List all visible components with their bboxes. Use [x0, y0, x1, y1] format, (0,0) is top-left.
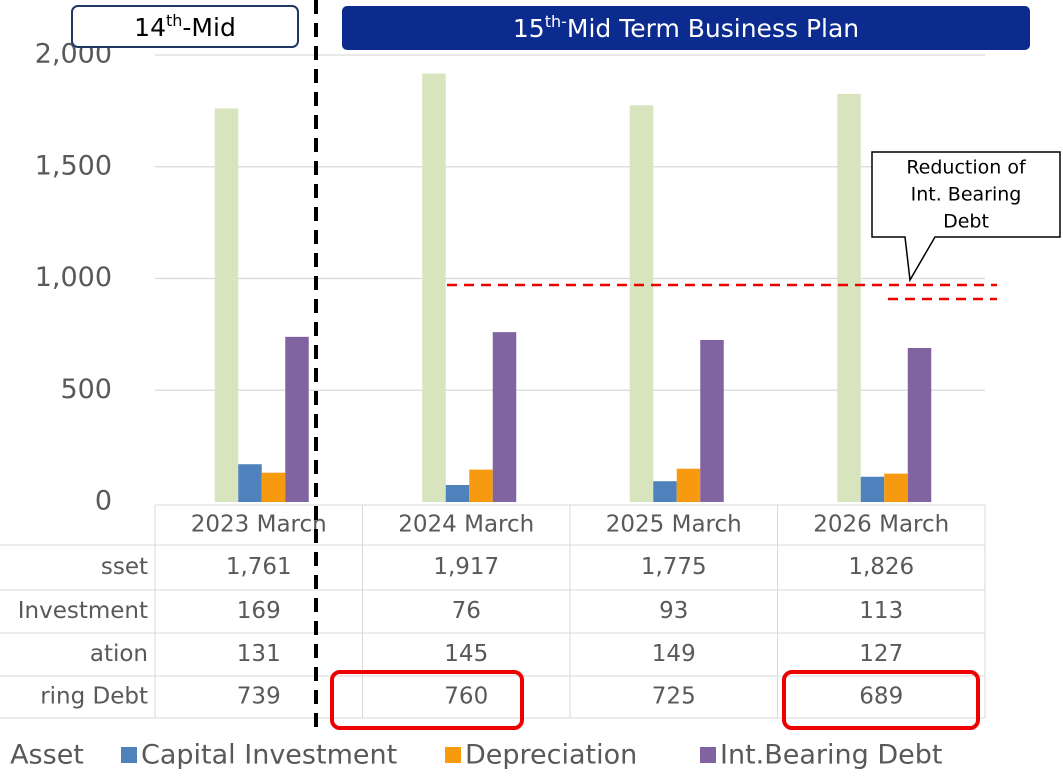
bar — [860, 476, 885, 502]
bar — [700, 339, 724, 502]
callout-text: Int. Bearing — [911, 184, 1022, 206]
bar — [238, 464, 262, 502]
text: th — [166, 11, 182, 30]
text: 15 — [513, 14, 545, 43]
period-label: 14th-Mid — [134, 11, 236, 43]
table-value: 93 — [659, 598, 688, 624]
x-tick-label: 2023 March — [191, 512, 327, 538]
bar — [676, 468, 701, 502]
table-value: 149 — [652, 641, 696, 667]
legend-label: Capital Investment — [141, 740, 397, 771]
bar — [445, 485, 470, 502]
bar — [261, 472, 286, 502]
bar — [285, 336, 309, 502]
period-box — [342, 6, 1030, 50]
bar — [492, 332, 517, 502]
period-box — [71, 5, 299, 48]
callout-text: Debt — [943, 211, 989, 233]
bar — [469, 469, 493, 502]
bar — [884, 473, 908, 502]
period-label: 15th-Mid Term Business Plan — [513, 12, 859, 44]
bar — [629, 105, 654, 502]
table-value: 1,826 — [848, 554, 914, 580]
y-tick-label: 1,500 — [35, 150, 112, 181]
legend-swatch — [121, 747, 137, 763]
table-value: 127 — [859, 641, 903, 667]
table-row-label: Investment — [18, 598, 148, 624]
bar — [653, 481, 677, 502]
table-value: 1,775 — [641, 554, 707, 580]
text: -Mid — [182, 13, 235, 42]
text: Mid Term Business Plan — [567, 14, 859, 43]
callout-box — [871, 151, 1061, 283]
x-tick-label: 2024 March — [398, 512, 534, 538]
legend-swatch — [700, 747, 716, 763]
bar — [422, 73, 446, 502]
bar — [907, 348, 932, 502]
text: th- — [545, 12, 567, 31]
x-tick-label: 2026 March — [813, 512, 949, 538]
table-value: 1,761 — [226, 554, 292, 580]
table-row-label: sset — [101, 554, 148, 580]
bar — [214, 108, 239, 502]
highlight-box — [782, 670, 980, 730]
table-value: 113 — [859, 598, 903, 624]
legend-label: Int.Bearing Debt — [720, 740, 943, 771]
legend-label: Depreciation — [465, 740, 637, 771]
table-value: 1,917 — [433, 554, 499, 580]
callout-text: Reduction of — [906, 157, 1027, 179]
table-value: 76 — [452, 598, 481, 624]
legend-label: l Asset — [0, 740, 84, 771]
table-value: 131 — [237, 641, 281, 667]
legend-swatch — [445, 747, 461, 763]
table-value: 689 — [859, 684, 903, 710]
bar — [837, 93, 861, 502]
x-tick-label: 2025 March — [606, 512, 742, 538]
text: 14 — [134, 13, 166, 42]
table-value: 169 — [237, 598, 281, 624]
table-row-label: ation — [90, 641, 148, 667]
highlight-box — [330, 670, 524, 730]
y-tick-label: 500 — [60, 374, 112, 405]
table-row-label: ring Debt — [40, 684, 148, 710]
table-value: 725 — [652, 684, 696, 710]
table-value: 760 — [444, 684, 488, 710]
table-value: 145 — [444, 641, 488, 667]
y-tick-label: 1,000 — [35, 262, 112, 293]
y-tick-label: 0 — [95, 486, 112, 517]
table-value: 739 — [237, 684, 281, 710]
